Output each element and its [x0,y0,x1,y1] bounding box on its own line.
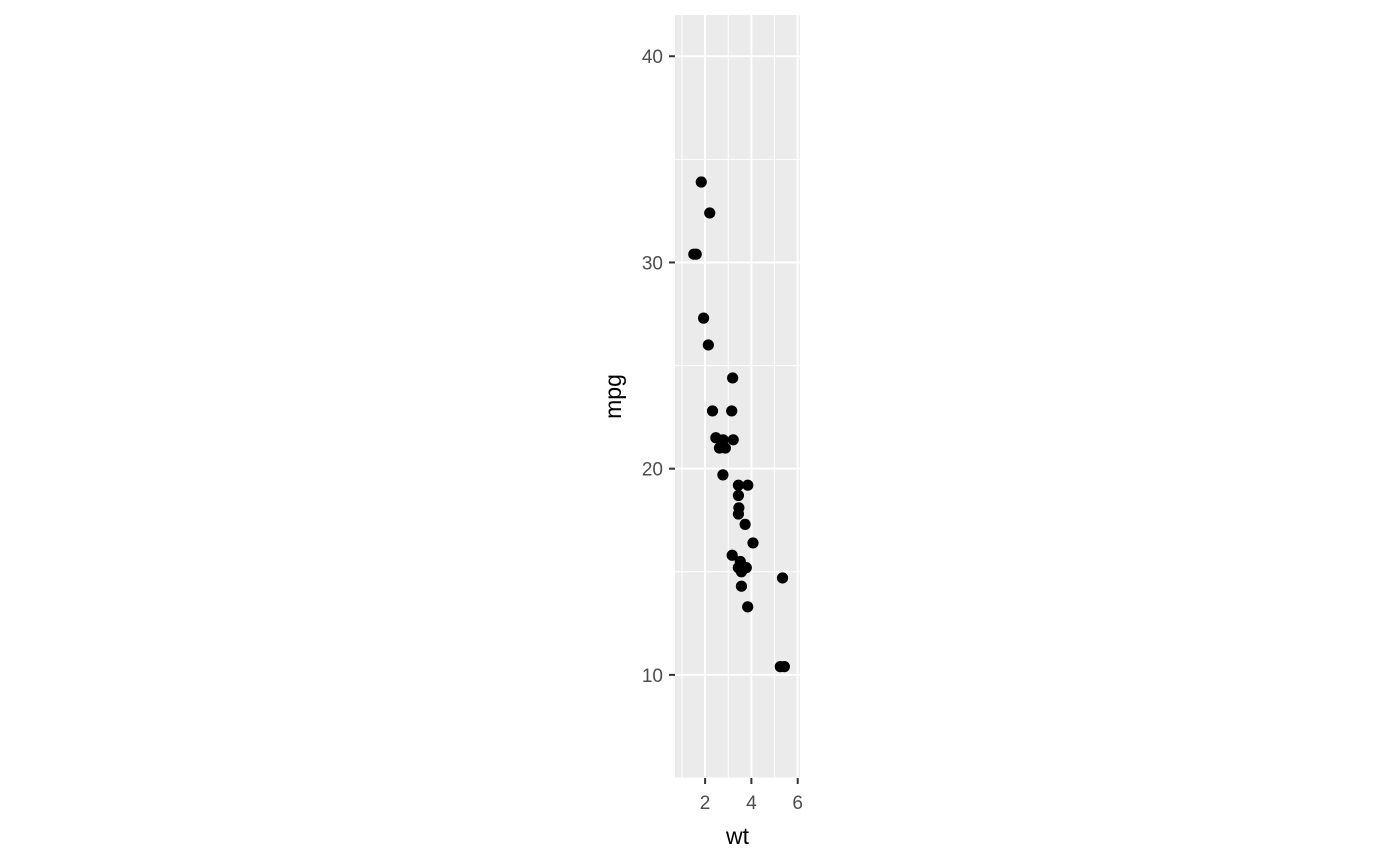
data-point [732,508,745,520]
data-point [732,479,745,491]
minor-gridlines [675,15,800,779]
data-point [717,469,729,481]
data-points [688,176,790,673]
data-point [706,405,719,417]
data-point [704,207,716,219]
data-point [739,518,751,530]
data-point [742,601,754,613]
y-tick-label: 10 [642,666,663,687]
data-point [727,434,739,446]
data-point [688,248,700,260]
y-tick-label: 30 [642,253,663,274]
data-point [742,479,754,491]
data-point [727,372,739,384]
x-tick-label: 2 [700,793,711,814]
data-point [726,405,738,417]
x-axis-title: wt [725,823,750,849]
data-point [726,549,738,561]
x-tick-label: 6 [792,793,803,814]
x-tick-label: 4 [746,793,757,814]
data-point [778,661,790,673]
y-tick-label: 40 [642,47,663,68]
data-point [702,339,714,351]
data-point [717,434,729,446]
data-point [747,537,759,549]
data-point [735,580,748,592]
data-point [697,312,710,324]
y-axis-title: mpg [600,374,626,419]
y-tick-label: 20 [642,460,663,481]
y-axis: 10 20 30 40 [642,47,675,687]
data-point [776,572,789,584]
plot-panel [675,15,800,778]
data-point [695,176,707,188]
major-gridlines [675,15,800,778]
data-point [732,489,745,502]
x-axis: 2 4 6 [700,778,803,814]
data-point [735,566,748,578]
